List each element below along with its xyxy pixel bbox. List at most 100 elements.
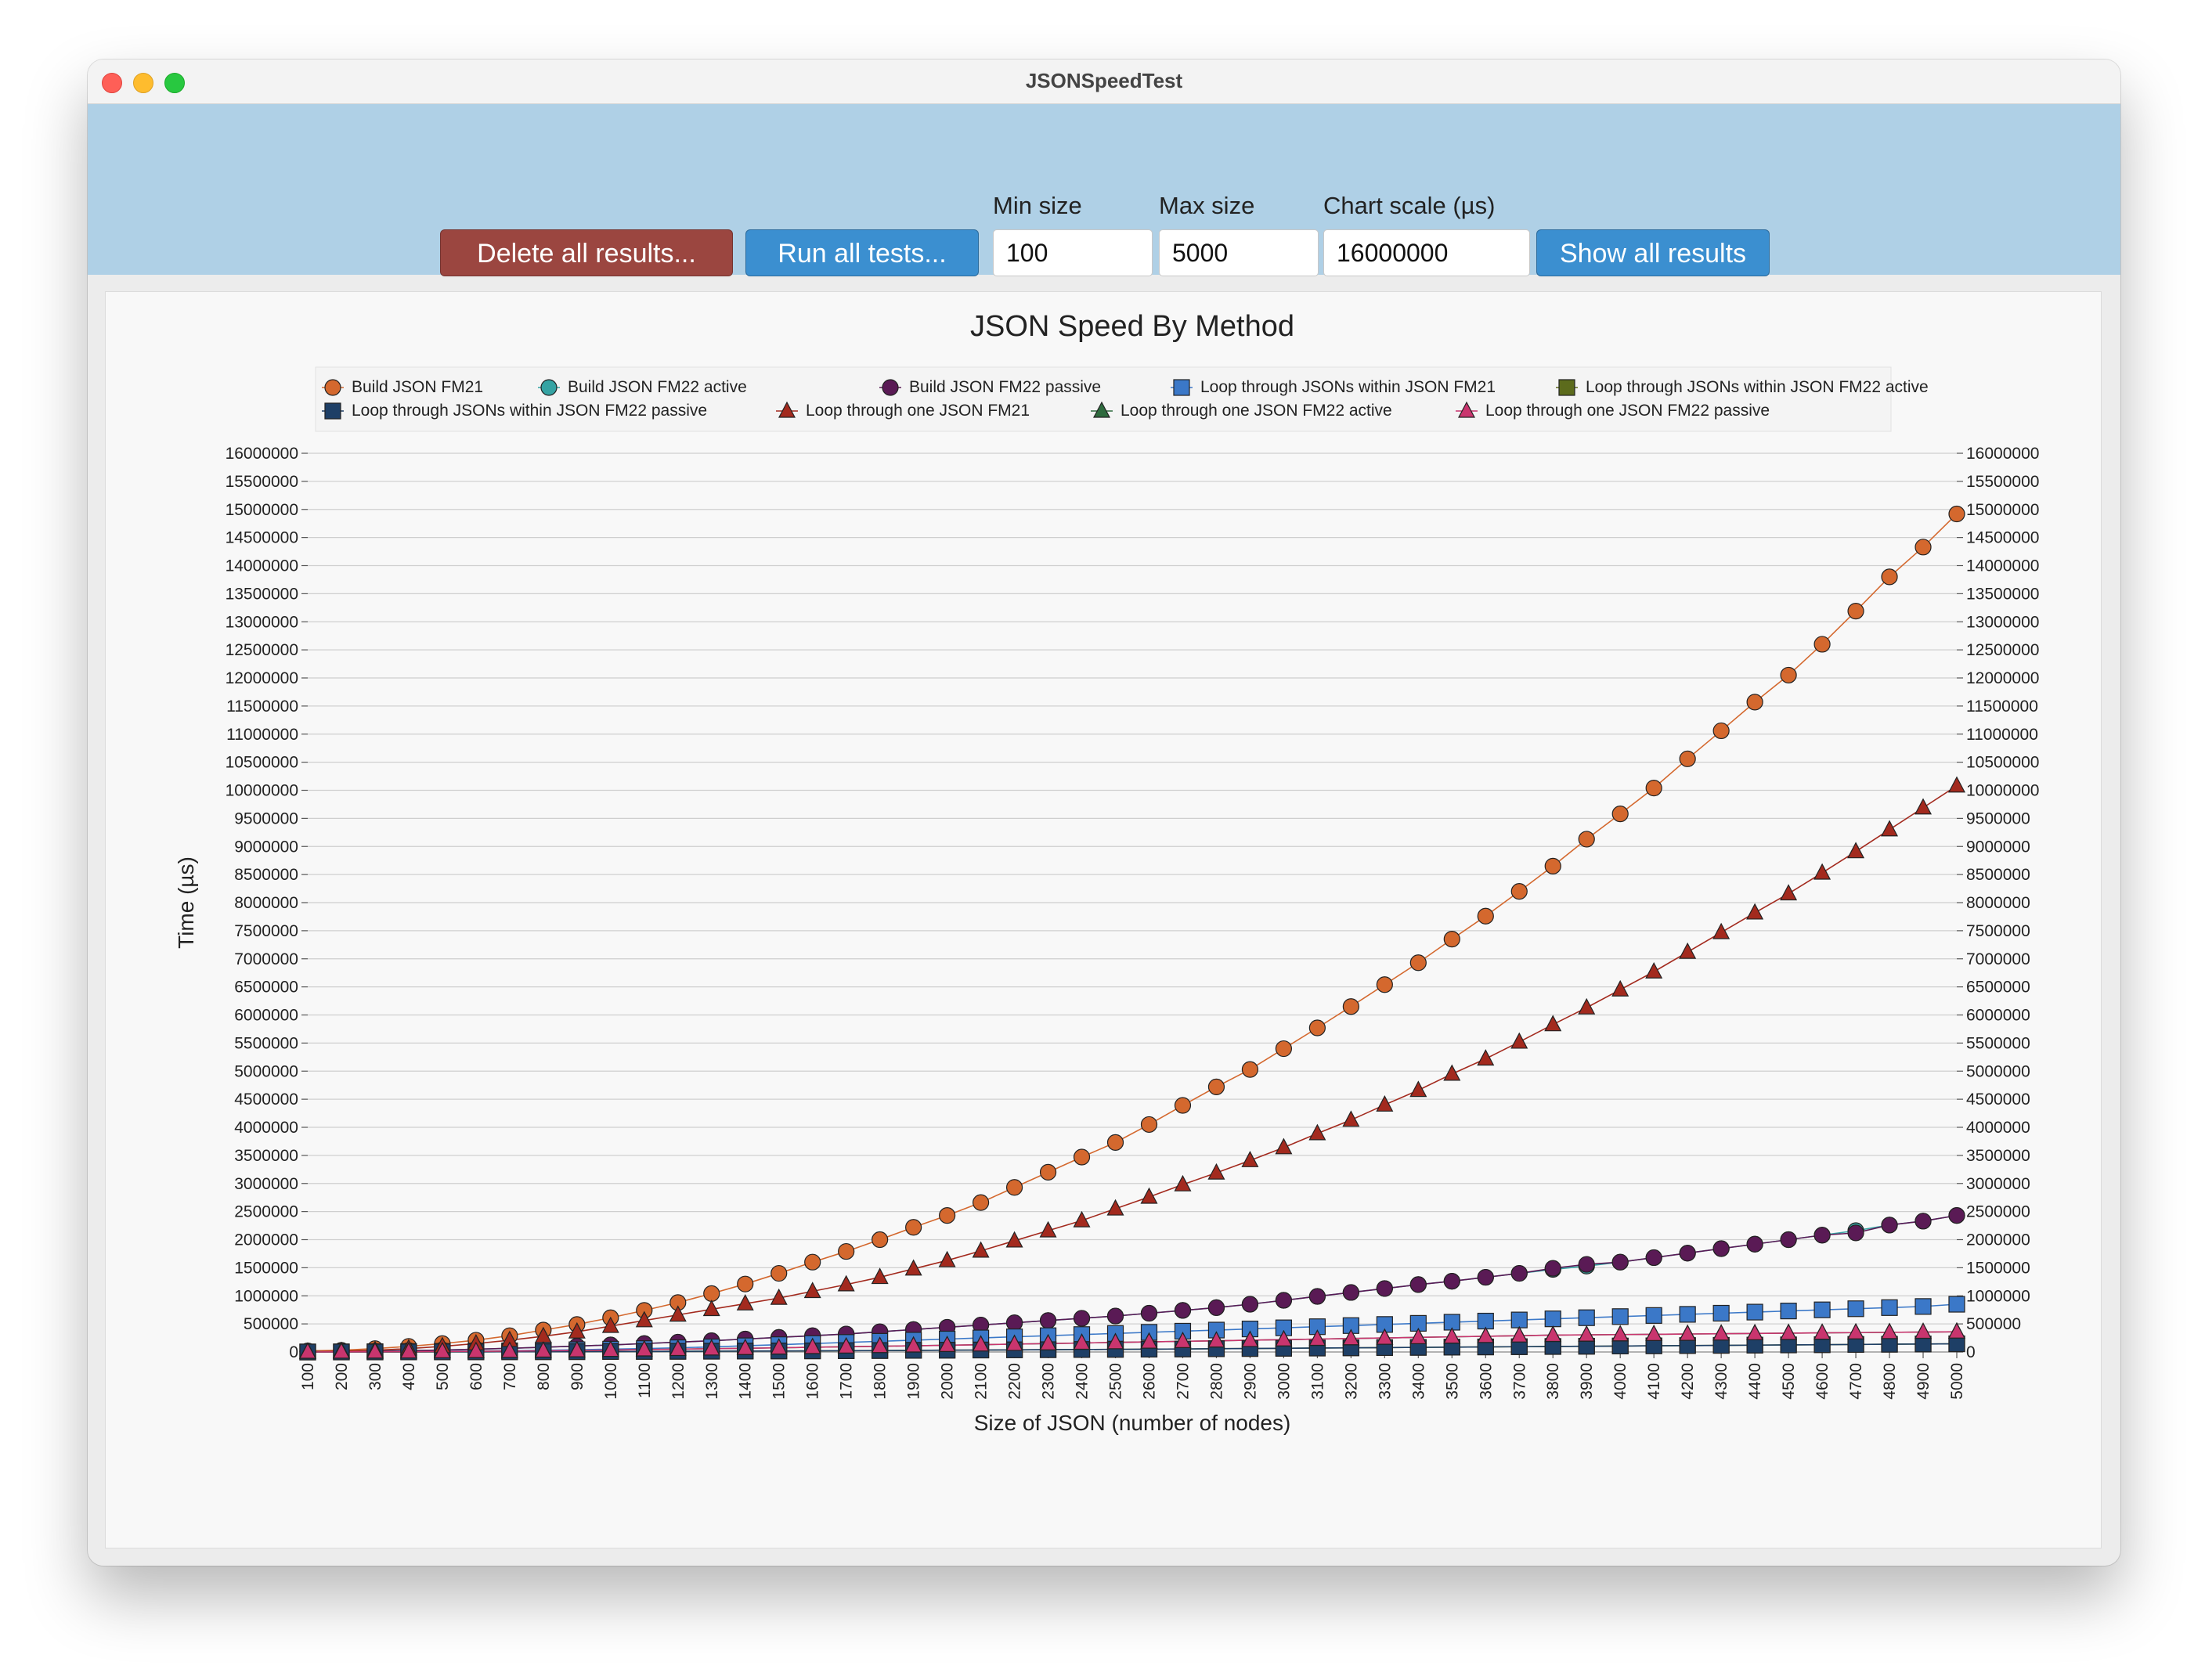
data-point (1544, 1015, 1562, 1032)
y-tick-label: 1000000 (234, 1287, 298, 1305)
x-tick-label: 2200 (1006, 1363, 1024, 1400)
y-tick-label: 3000000 (234, 1175, 298, 1193)
data-point (1914, 1322, 1933, 1339)
data-point (1544, 857, 1561, 874)
y-tick-label: 8000000 (234, 894, 298, 912)
x-tick-label: 4200 (1679, 1363, 1697, 1400)
min-size-input[interactable] (993, 229, 1153, 276)
delete-all-results-button[interactable]: Delete all results... (440, 229, 733, 276)
data-point (1645, 1325, 1663, 1341)
minimize-window-icon[interactable] (133, 73, 153, 93)
data-point (1914, 1213, 1932, 1230)
data-point (1948, 1296, 1965, 1313)
y-tick-label: 13000000 (226, 613, 298, 631)
data-point (803, 1337, 821, 1354)
chart-scale-input[interactable] (1323, 229, 1530, 276)
data-point (1174, 1097, 1192, 1114)
data-point (1140, 1332, 1158, 1349)
data-point (1308, 1019, 1326, 1036)
data-point (972, 1335, 990, 1352)
y-tick-label-right: 2000000 (1966, 1231, 2030, 1249)
data-point (1275, 1040, 1293, 1058)
data-point (837, 1337, 855, 1354)
y-tick-label-right: 9500000 (1966, 809, 2030, 827)
data-point (1140, 1116, 1158, 1134)
max-size-input[interactable] (1159, 229, 1319, 276)
data-point (1342, 1328, 1360, 1346)
data-point (1005, 1314, 1023, 1332)
data-point (938, 1250, 956, 1267)
window-title: JSONSpeedTest (1025, 69, 1183, 92)
y-tick-label: 9000000 (234, 838, 298, 856)
x-tick-label: 3200 (1342, 1363, 1360, 1400)
data-point (736, 1294, 754, 1310)
zoom-window-icon[interactable] (164, 73, 185, 93)
data-point (1780, 666, 1797, 684)
data-point (1005, 1231, 1023, 1248)
title-bar: JSONSpeedTest (88, 59, 2120, 104)
data-point (770, 1288, 788, 1305)
x-tick-label: 3400 (1409, 1363, 1427, 1400)
data-point (1443, 1327, 1461, 1344)
x-tick-label: 4700 (1847, 1363, 1865, 1400)
legend-entry: Loop through one JSON FM22 passive (1485, 402, 1770, 420)
app-window: JSONSpeedTest Delete all results... Run … (88, 59, 2120, 1566)
legend-marker (778, 401, 796, 418)
data-point (938, 1336, 956, 1352)
x-tick-label: 200 (333, 1363, 351, 1390)
legend-marker (1173, 379, 1190, 396)
data-point (1241, 1330, 1259, 1347)
data-point (1578, 1325, 1596, 1342)
data-point (568, 1321, 586, 1339)
data-point (1780, 884, 1798, 901)
data-point (1039, 1220, 1057, 1238)
data-point (1140, 1187, 1158, 1204)
data-point (1645, 1249, 1662, 1267)
data-point (904, 1259, 922, 1276)
data-point (433, 1342, 451, 1358)
data-point (1039, 1333, 1057, 1350)
y-tick-label: 8500000 (234, 866, 298, 884)
legend-entry: Build JSON FM22 active (568, 378, 747, 396)
x-tick-label: 900 (568, 1363, 586, 1390)
data-point (1308, 1123, 1326, 1141)
y-axis-label: Time (µs) (174, 856, 198, 949)
data-point (803, 1282, 821, 1299)
data-point (1914, 1298, 1932, 1315)
data-point (1611, 806, 1629, 823)
y-tick-label: 7000000 (234, 950, 298, 968)
show-all-results-button[interactable]: Show all results (1536, 229, 1770, 276)
max-size-label: Max size (1159, 192, 1255, 219)
legend-marker (1093, 401, 1110, 418)
data-point (534, 1341, 552, 1358)
x-tick-label: 800 (535, 1363, 553, 1390)
series-line (307, 513, 1958, 1352)
data-point (1679, 1324, 1697, 1341)
data-point (1275, 1137, 1293, 1155)
x-tick-label: 2500 (1107, 1363, 1125, 1400)
x-tick-label: 2100 (973, 1363, 991, 1400)
data-point (1207, 1299, 1225, 1316)
y-tick-label: 11000000 (226, 726, 298, 744)
data-point (1241, 1296, 1259, 1313)
close-window-icon[interactable] (102, 73, 122, 93)
data-point (1948, 1321, 1965, 1339)
y-tick-label: 10000000 (226, 782, 298, 800)
data-point (1813, 636, 1831, 653)
data-point (1813, 1323, 1831, 1340)
y-tick-label: 15500000 (226, 473, 298, 491)
data-point (1376, 1095, 1394, 1112)
legend-marker (1558, 379, 1575, 396)
x-tick-label: 4800 (1881, 1363, 1899, 1400)
y-tick-label-right: 10000000 (1966, 782, 2039, 800)
data-point (1342, 1284, 1359, 1301)
x-tick-label: 600 (467, 1363, 485, 1390)
x-tick-label: 700 (501, 1363, 519, 1390)
y-tick-label: 7500000 (234, 922, 298, 940)
y-tick-label-right: 1000000 (1966, 1287, 2030, 1305)
data-point (1847, 1300, 1864, 1318)
run-all-tests-button[interactable]: Run all tests... (745, 229, 979, 276)
y-tick-label: 6500000 (234, 979, 298, 997)
y-tick-label: 6000000 (234, 1007, 298, 1025)
data-point (1140, 1304, 1158, 1322)
